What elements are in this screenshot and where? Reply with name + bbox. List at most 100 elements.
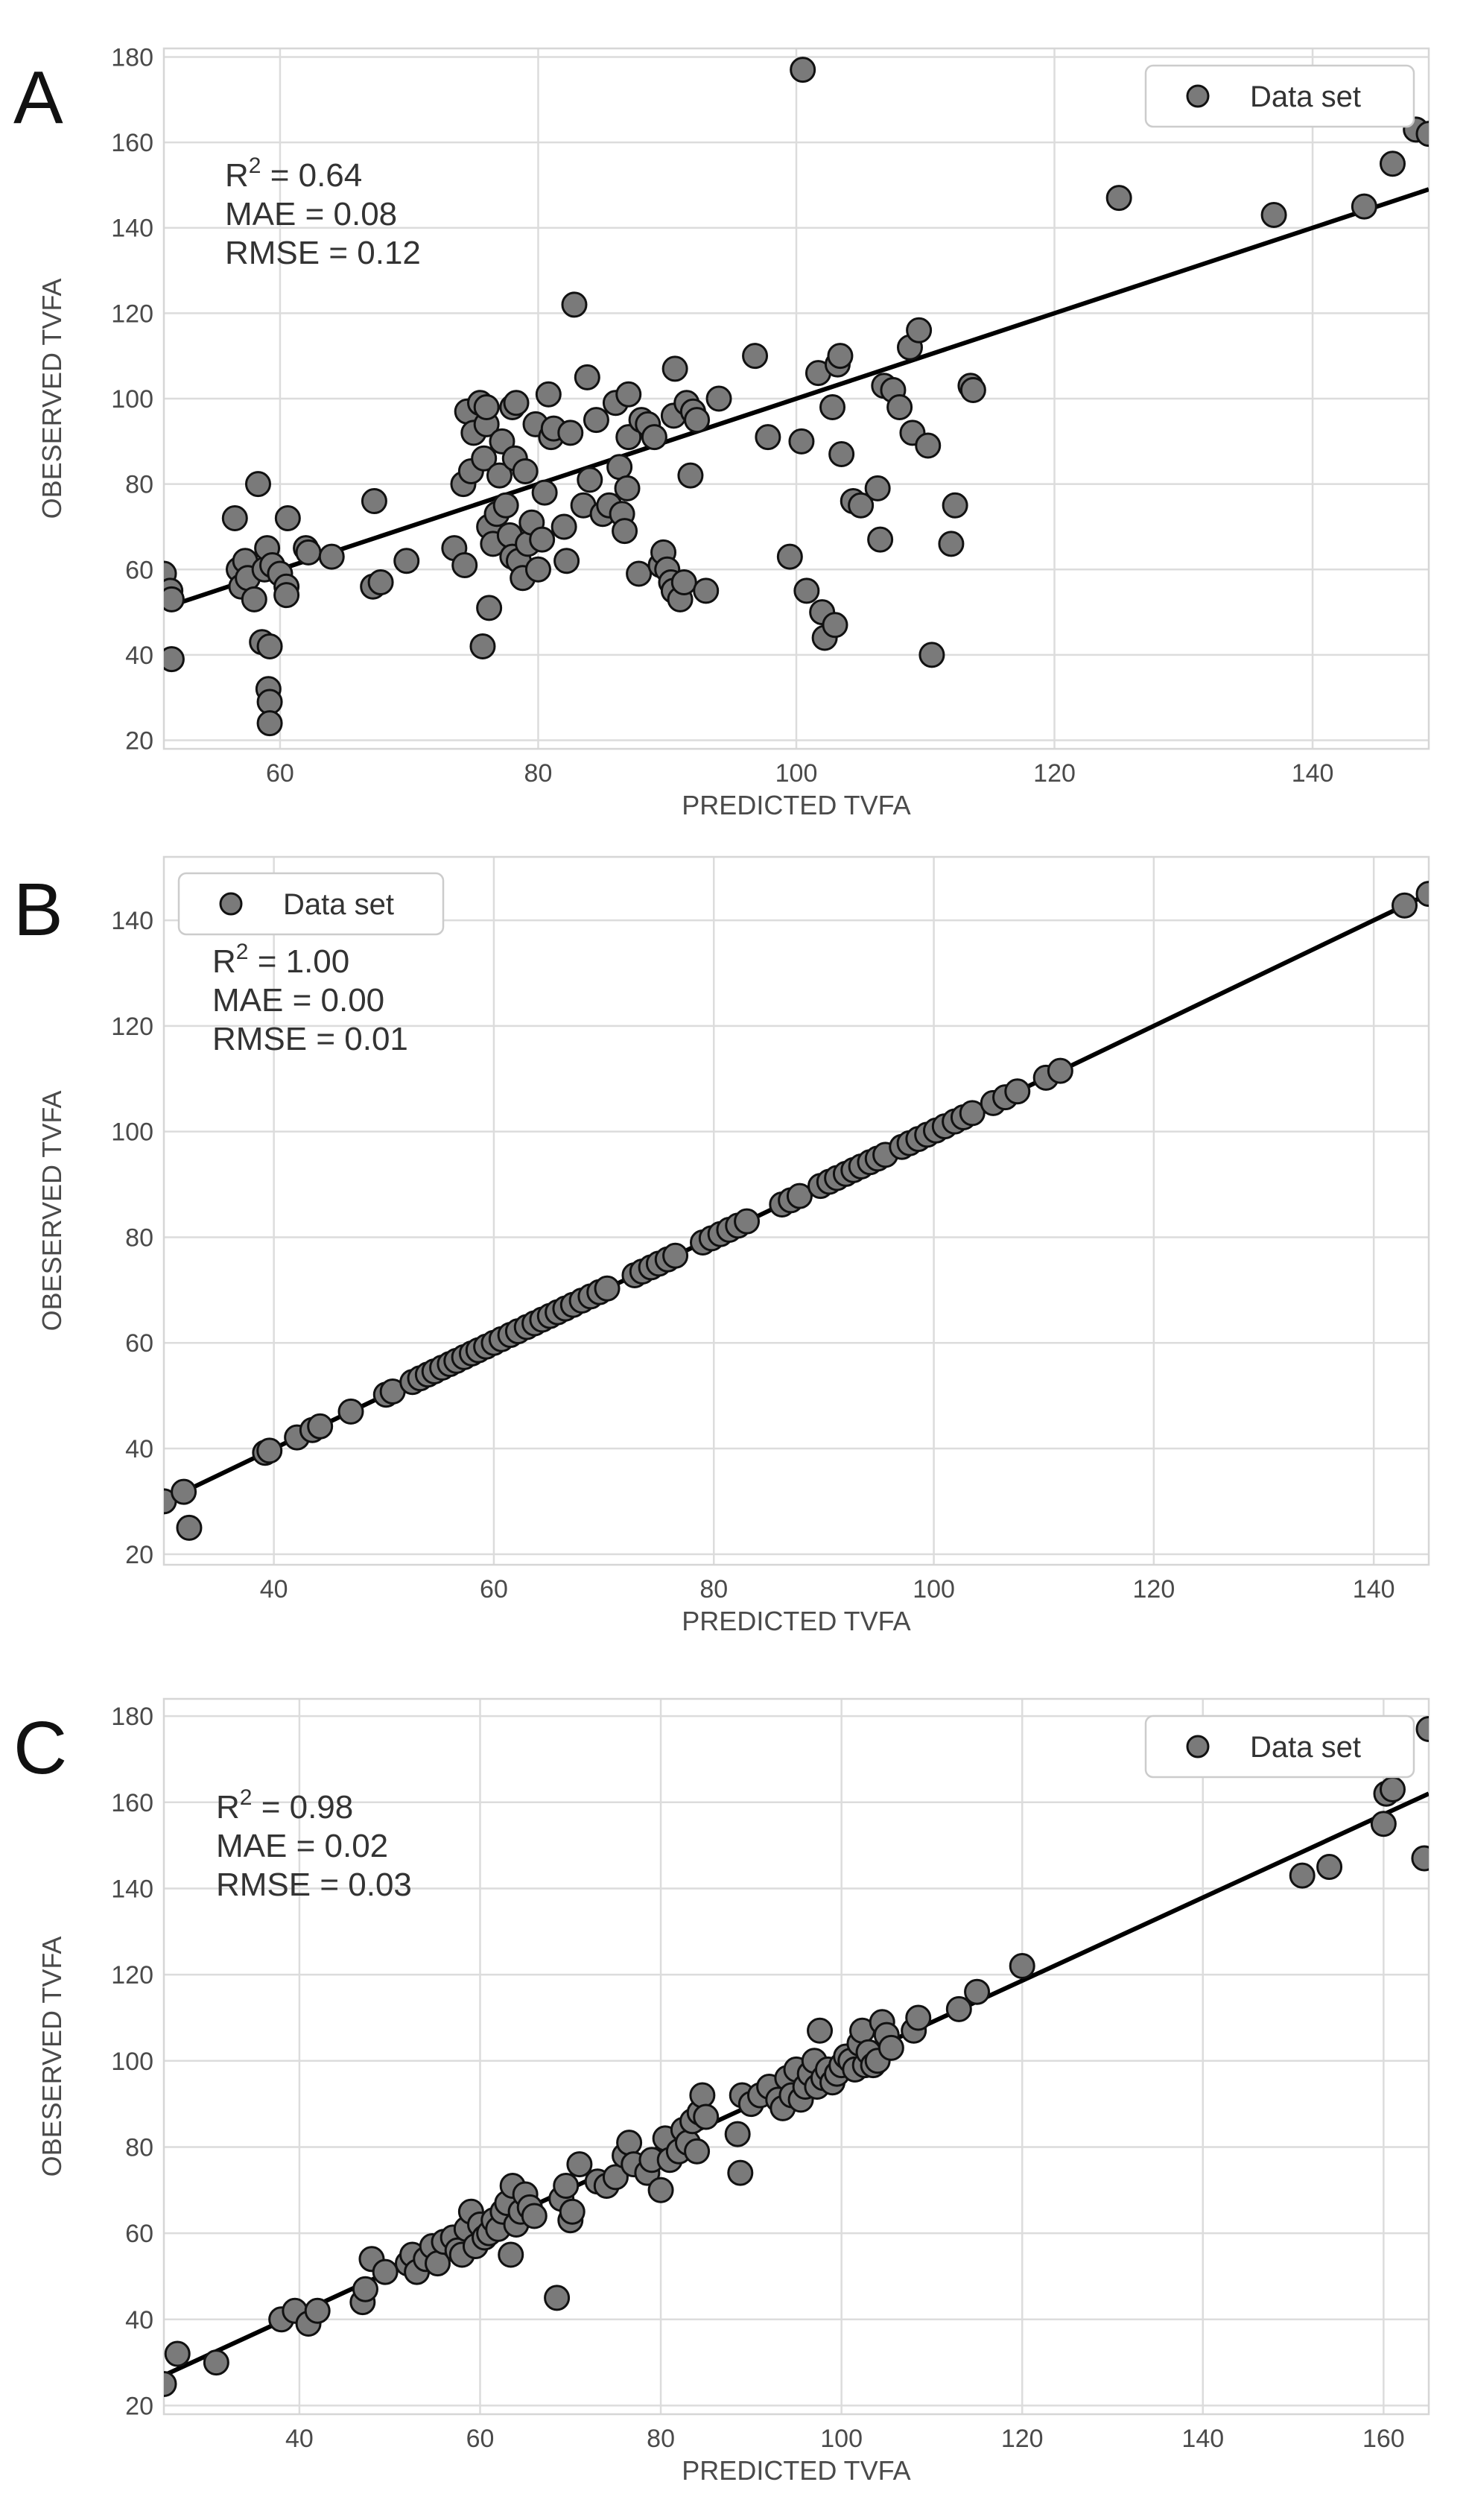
data-point <box>864 475 891 501</box>
data-point <box>469 633 496 659</box>
stat-value: = 0.00 <box>283 982 384 1019</box>
data-point <box>626 560 653 587</box>
stat-name: R <box>212 943 236 980</box>
stat-value: = 0.01 <box>307 1021 408 1057</box>
data-point <box>473 393 500 420</box>
x-tick-label: 100 <box>913 1575 955 1604</box>
x-tick-label: 160 <box>1362 2425 1405 2453</box>
panel-c: 40 60 80 100 120 140 160 20 40 60 80 100 120 140 160 18… <box>13 1697 1430 2486</box>
stat-name: RMSE <box>212 1021 307 1057</box>
stat-value: = 0.03 <box>311 1867 412 1903</box>
data-point <box>256 710 283 737</box>
data-point <box>318 543 345 570</box>
stat-r: R2 = 0.98 <box>216 1785 353 1826</box>
data-point <box>693 2103 720 2130</box>
data-point <box>641 424 667 451</box>
data-point <box>553 2172 580 2199</box>
data-point <box>241 586 267 612</box>
x-tick-label: 60 <box>266 759 294 788</box>
legend-marker <box>1186 84 1210 108</box>
data-point <box>828 441 855 468</box>
data-point <box>273 582 300 609</box>
data-point <box>1392 892 1418 919</box>
data-point <box>693 577 720 604</box>
data-point <box>492 492 519 519</box>
data-point <box>550 513 577 540</box>
panel-letter: C <box>13 1706 67 1790</box>
data-point <box>1370 1811 1397 1837</box>
y-tick-label: 60 <box>125 2220 153 2248</box>
x-tick-label: 80 <box>524 759 553 788</box>
data-point <box>529 526 556 553</box>
data-point <box>176 1514 203 1541</box>
data-point <box>557 420 584 446</box>
y-tick-label: 60 <box>125 1329 153 1358</box>
data-point <box>164 2340 191 2367</box>
data-point <box>615 424 642 451</box>
stat-name: MAE <box>212 982 283 1019</box>
data-point <box>583 407 609 434</box>
y-axis-label: OBESERVED TVFA <box>37 279 67 519</box>
data-point <box>661 355 688 382</box>
data-point <box>1105 185 1132 212</box>
data-point <box>1004 1078 1031 1105</box>
x-tick-label: 100 <box>775 759 818 788</box>
y-tick-label: 100 <box>111 2048 153 2076</box>
x-tick-label: 120 <box>1033 759 1076 788</box>
x-tick-label: 100 <box>820 2425 863 2453</box>
data-point <box>612 518 638 545</box>
stat-value: = 0.08 <box>296 196 397 232</box>
data-point <box>203 2349 229 2376</box>
y-tick-label: 140 <box>111 215 153 243</box>
legend-label: Data set <box>1250 80 1361 113</box>
data-point <box>848 492 875 519</box>
x-tick-label: 140 <box>1292 759 1334 788</box>
data-point <box>164 2371 177 2398</box>
data-point <box>647 2176 674 2203</box>
data-point <box>938 531 965 557</box>
data-point <box>905 2004 932 2031</box>
stat-value: = 0.64 <box>261 157 362 194</box>
data-point <box>1379 151 1406 177</box>
data-point <box>1415 881 1429 908</box>
stat-value: = 0.12 <box>320 235 421 271</box>
data-point <box>1260 202 1287 229</box>
data-point <box>1289 1862 1316 1889</box>
x-axis-label: PREDICTED TVFA <box>682 790 910 820</box>
panel-letter: B <box>13 868 63 952</box>
data-point <box>1316 1854 1343 1881</box>
stat-value: = 1.00 <box>248 943 349 980</box>
stat-mae: MAE = 0.08 <box>225 196 397 232</box>
y-axis-label: OBESERVED TVFA <box>37 1091 67 1332</box>
data-point <box>915 432 942 459</box>
legend: Data set <box>1144 64 1415 128</box>
data-point <box>1351 193 1377 220</box>
data-point <box>684 407 711 434</box>
data-point <box>221 504 248 531</box>
x-tick-label: 60 <box>466 2425 495 2453</box>
data-point <box>886 393 913 420</box>
data-point <box>372 2258 399 2285</box>
data-point <box>684 2138 711 2165</box>
y-tick-label: 40 <box>125 642 153 670</box>
panel-letter: A <box>13 56 63 139</box>
data-point <box>544 2285 571 2311</box>
data-point <box>451 552 478 579</box>
data-point <box>614 475 641 501</box>
data-point <box>788 428 815 455</box>
data-layer <box>164 57 1429 737</box>
data-point <box>662 1242 689 1269</box>
x-tick-label: 60 <box>480 1575 508 1604</box>
stat-superscript: 2 <box>249 153 261 178</box>
data-point <box>489 428 515 455</box>
data-point <box>906 317 933 344</box>
x-tick-label: 40 <box>285 2425 314 2453</box>
data-point <box>553 548 580 574</box>
data-point <box>352 2276 378 2302</box>
data-point <box>577 466 603 493</box>
stat-value: = 0.02 <box>287 1828 388 1864</box>
legend-box <box>177 872 445 936</box>
data-point <box>393 548 420 574</box>
data-point <box>819 393 846 420</box>
